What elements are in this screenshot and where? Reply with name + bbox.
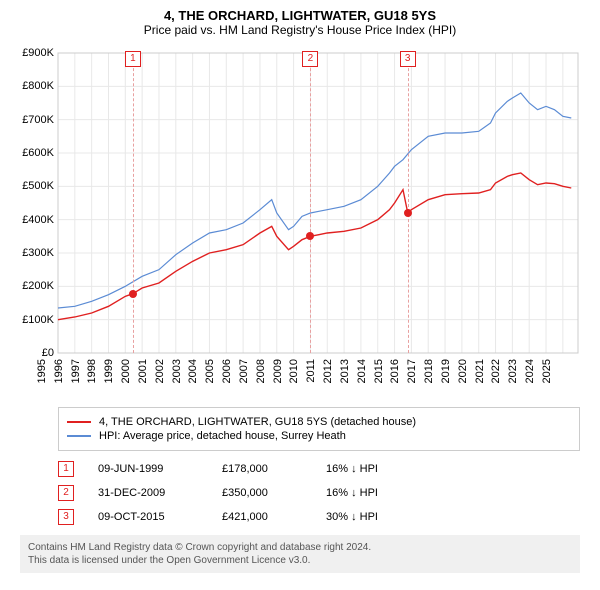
- event-date: 09-OCT-2015: [98, 511, 198, 523]
- legend-swatch: [67, 435, 91, 437]
- marker-dot: [404, 209, 412, 217]
- y-axis-label: £700K: [10, 114, 54, 126]
- marker-vline: [408, 53, 409, 353]
- event-table: 1 09-JUN-1999 £178,000 16% ↓ HPI 2 31-DEC-200…: [58, 457, 580, 529]
- event-date: 31-DEC-2009: [98, 487, 198, 499]
- y-axis-label: £300K: [10, 247, 54, 259]
- y-axis-label: £0: [10, 347, 54, 359]
- y-axis-label: £900K: [10, 47, 54, 59]
- y-axis-label: £400K: [10, 214, 54, 226]
- y-axis-label: £500K: [10, 180, 54, 192]
- y-axis-label: £800K: [10, 80, 54, 92]
- series-property: [58, 173, 571, 320]
- chart-subtitle: Price paid vs. HM Land Registry's House …: [10, 23, 590, 37]
- event-row: 1 09-JUN-1999 £178,000 16% ↓ HPI: [58, 457, 580, 481]
- event-marker: 3: [58, 509, 74, 525]
- marker-vline: [310, 53, 311, 353]
- plot-region: 1 2 3: [58, 53, 578, 353]
- event-diff: 16% ↓ HPI: [326, 463, 416, 475]
- event-row: 3 09-OCT-2015 £421,000 30% ↓ HPI: [58, 505, 580, 529]
- event-diff: 30% ↓ HPI: [326, 511, 416, 523]
- marker-label: 3: [400, 51, 416, 67]
- chart-title: 4, THE ORCHARD, LIGHTWATER, GU18 5YS: [10, 8, 590, 23]
- event-price: £178,000: [222, 463, 302, 475]
- event-diff: 16% ↓ HPI: [326, 487, 416, 499]
- marker-dot: [129, 290, 137, 298]
- data-lines: [58, 53, 578, 353]
- legend: 4, THE ORCHARD, LIGHTWATER, GU18 5YS (de…: [58, 407, 580, 451]
- footer-line: This data is licensed under the Open Gov…: [28, 554, 572, 567]
- legend-item: 4, THE ORCHARD, LIGHTWATER, GU18 5YS (de…: [67, 416, 571, 428]
- legend-label: 4, THE ORCHARD, LIGHTWATER, GU18 5YS (de…: [99, 416, 416, 428]
- event-marker: 1: [58, 461, 74, 477]
- series-hpi: [58, 93, 571, 308]
- footer-line: Contains HM Land Registry data © Crown c…: [28, 541, 572, 554]
- chart-area: 1 2 3 £0 £100K £200K £300K £400K £500K £600K £700…: [10, 43, 590, 403]
- event-row: 2 31-DEC-2009 £350,000 16% ↓ HPI: [58, 481, 580, 505]
- event-price: £350,000: [222, 487, 302, 499]
- event-marker: 2: [58, 485, 74, 501]
- legend-swatch: [67, 421, 91, 423]
- marker-label: 2: [302, 51, 318, 67]
- footer-attribution: Contains HM Land Registry data © Crown c…: [20, 535, 580, 573]
- y-axis-label: £200K: [10, 280, 54, 292]
- legend-label: HPI: Average price, detached house, Surr…: [99, 430, 346, 442]
- x-axis-label: 2025: [541, 359, 585, 383]
- marker-vline: [133, 53, 134, 353]
- marker-dot: [306, 232, 314, 240]
- event-price: £421,000: [222, 511, 302, 523]
- marker-label: 1: [125, 51, 141, 67]
- y-axis-label: £100K: [10, 314, 54, 326]
- event-date: 09-JUN-1999: [98, 463, 198, 475]
- y-axis-label: £600K: [10, 147, 54, 159]
- legend-item: HPI: Average price, detached house, Surr…: [67, 430, 571, 442]
